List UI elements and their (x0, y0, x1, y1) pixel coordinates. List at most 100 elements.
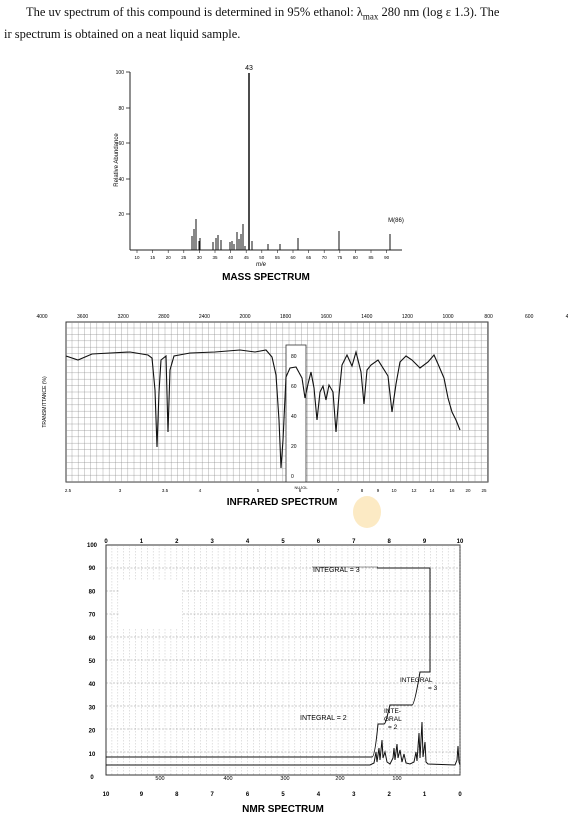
ir-micron-label: 4 (199, 488, 202, 493)
ir-wavenumber-label: 600 (525, 314, 534, 320)
nmr-ppm-top-label: 4 (246, 539, 250, 545)
ir-wavenumber-labels: 4000 3600 3200 2800 2400 2000 1800 1600 1400 1200… (36, 314, 568, 320)
integral-b-label: INTEGRAL = 2 (300, 715, 347, 722)
ms-xtick-label: 20 (166, 255, 172, 260)
ms-ytick-label: 60 (118, 141, 124, 147)
ms-xtick-label: 35 (212, 255, 218, 260)
nmr-ppm-bottom-label: 3 (352, 792, 356, 798)
ir-ylabel: TRANSMITTANCE (%) (42, 376, 48, 428)
ms-x-ticks: 10 15 20 25 30 35 40 45 50 55 60 65 70 75 80 85 90 (134, 250, 390, 260)
nmr-ppm-top-label: 3 (211, 539, 215, 545)
ms-xtick-label: 90 (384, 255, 390, 260)
ms-xtick-label: 75 (337, 255, 343, 260)
integral-c-label-1: INTE- (384, 708, 401, 715)
ir-trace (65, 349, 461, 469)
ir-micron-label: 25 (481, 488, 487, 493)
ir-micron-label: 8 (361, 488, 364, 493)
nmr-ytick-label: 100 (87, 543, 98, 549)
ir-inset-label: 80 (291, 354, 297, 360)
nmr-blank-patch (120, 580, 182, 628)
nmr-hz-label: 500 (155, 776, 164, 782)
mass-spectrum-panel: 100 80 60 40 20 10 15 20 25 30 35 40 45 50 55 60 65 70 75… (114, 65, 404, 283)
ms-xtick-label: 80 (353, 255, 359, 260)
nmr-ppm-bottom-label: 1 (423, 792, 427, 798)
nmr-ytick-label: 50 (89, 659, 96, 665)
ir-nujol-label: NUJOL (294, 485, 308, 490)
ir-wavenumber-label: 3200 (118, 314, 129, 320)
intro-line-2: ir spectrum is obtained on a neat liquid… (4, 26, 241, 41)
nmr-ppm-top-label: 0 (104, 539, 108, 545)
infrared-spectrum-panel: 4000 3600 3200 2800 2400 2000 1800 1600 1400 1200… (36, 314, 568, 528)
ir-micron-label: 5 (257, 488, 260, 493)
nmr-ppm-bottom-label: 2 (388, 792, 392, 798)
nmr-ppm-top: 0 1 2 3 4 5 6 7 8 9 10 (104, 539, 464, 545)
nmr-ppm-bottom-label: 9 (140, 792, 144, 798)
ir-micron-label: 14 (429, 488, 435, 493)
ir-wavenumber-label: 1000 (442, 314, 453, 320)
ir-wavenumber-label: 4000 (36, 314, 47, 320)
ir-micron-label: 12 (411, 488, 417, 493)
nmr-ppm-top-label: 7 (352, 539, 356, 545)
ir-wavenumber-label: 1400 (361, 314, 372, 320)
ir-grid (66, 322, 488, 482)
ir-wavenumber-label: 1800 (280, 314, 291, 320)
ir-micron-label: 3.5 (162, 488, 169, 493)
nmr-hz-label: 100 (392, 776, 401, 782)
nmr-ppm-bottom: 10 9 8 7 6 5 4 3 2 1 0 (103, 792, 463, 798)
ir-micron-label: 9 (377, 488, 380, 493)
ms-xtick-label: 55 (275, 255, 281, 260)
nmr-ppm-top-label: 8 (388, 539, 392, 545)
nmr-integral-trace (106, 567, 431, 758)
ir-micron-label: 6 (299, 488, 302, 493)
ms-molecular-ion-label: M(86) (388, 218, 404, 224)
nmr-ppm-top-label: 1 (140, 539, 144, 545)
ir-inset-label: 20 (291, 444, 297, 450)
ir-wavenumber-label: 1600 (321, 314, 332, 320)
ir-micron-label: 7 (337, 488, 340, 493)
nmr-ppm-top-label: 2 (175, 539, 179, 545)
ir-title: INFRARED SPECTRUM (227, 497, 338, 508)
ir-chart-frame (65, 321, 489, 483)
nmr-ppm-bottom-label: 6 (246, 792, 250, 798)
nmr-ppm-top-label: 9 (423, 539, 427, 545)
ir-inset-scale (285, 344, 307, 483)
ir-micron-label: 10 (391, 488, 397, 493)
nmr-hz-labels: 500 400 300 200 100 (155, 776, 401, 782)
ir-wavenumber-label: 800 (484, 314, 493, 320)
ms-y-ticks: 100 80 60 40 20 (116, 70, 130, 218)
nmr-trace (106, 721, 461, 766)
integral-c-label-2: GRAL (384, 716, 402, 723)
ms-title: MASS SPECTRUM (222, 272, 310, 283)
nmr-ytick-label: 40 (89, 682, 96, 688)
nmr-ytick-label: 70 (89, 613, 96, 619)
yellow-stain (353, 496, 381, 528)
nmr-ytick-label: 20 (89, 729, 96, 735)
ms-xtick-label: 30 (197, 255, 203, 260)
ir-inset-ticks: 80 60 40 20 0 (291, 354, 297, 480)
nmr-ytick-label: 60 (89, 636, 96, 642)
ir-wavenumber-label: 2800 (158, 314, 169, 320)
ir-inset-label: 60 (291, 384, 297, 390)
integral-d-label-2: = 3 (428, 685, 438, 692)
ir-micron-label: 16 (449, 488, 455, 493)
ir-wavenumber-label: 2000 (239, 314, 250, 320)
ms-xtick-label: 65 (306, 255, 312, 260)
ms-ytick-label: 20 (118, 212, 124, 218)
nmr-hz-label: 300 (280, 776, 289, 782)
ir-wavenumber-label: 1200 (402, 314, 413, 320)
ms-xlabel: m/e (256, 262, 267, 268)
ir-wavenumber-label: 2400 (199, 314, 210, 320)
nmr-ppm-top-label: 6 (317, 539, 321, 545)
nmr-grid (106, 545, 461, 775)
intro-line-1: The uv spectrum of this compound is dete… (26, 5, 500, 22)
ms-xtick-label: 40 (228, 255, 234, 260)
nmr-ppm-bottom-label: 8 (175, 792, 179, 798)
ms-xtick-label: 70 (322, 255, 328, 260)
nmr-ppm-bottom-label: 4 (317, 792, 321, 798)
nmr-ytick-label: 80 (89, 589, 96, 595)
nmr-ppm-bottom-label: 10 (103, 792, 110, 798)
integral-a-label: INTEGRAL = 3 (313, 567, 360, 574)
